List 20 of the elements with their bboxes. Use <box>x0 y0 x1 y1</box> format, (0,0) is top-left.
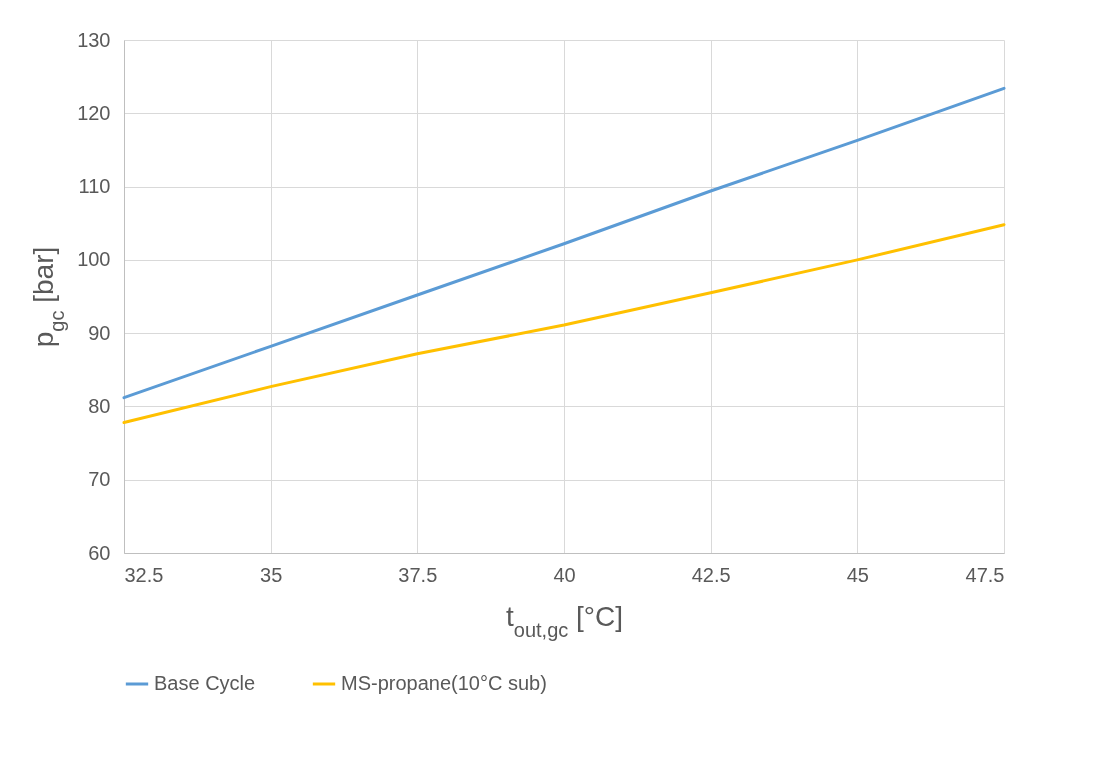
x-tick-label: 45 <box>846 563 869 586</box>
x-tick-label: 35 <box>260 563 283 586</box>
x-axis-title: t$_{out,gc}$ [°C] <box>505 600 624 641</box>
x-tick-label: 40 <box>553 563 576 586</box>
y-tick-label: 90 <box>88 321 111 344</box>
y-tick-label: 100 <box>77 248 111 271</box>
line-series <box>122 86 1006 400</box>
legend-label: MS-propane(10°C sub) <box>341 672 547 694</box>
x-tick-label: 47.5 <box>965 563 1005 586</box>
y-tick-label: 60 <box>88 541 111 564</box>
y-tick-label: 80 <box>88 394 111 417</box>
x-tick-label: 42.5 <box>691 563 731 586</box>
x-tick-label: 37.5 <box>398 563 438 586</box>
y-tick-label: 110 <box>78 175 111 198</box>
line-series <box>122 223 1006 425</box>
y-tick-label: 130 <box>77 28 111 51</box>
x-tick-label: 32.5 <box>124 563 164 586</box>
y-tick-label: 70 <box>88 468 111 491</box>
y-tick-label: 120 <box>77 101 111 124</box>
legend-label: Base Cycle <box>154 672 256 694</box>
